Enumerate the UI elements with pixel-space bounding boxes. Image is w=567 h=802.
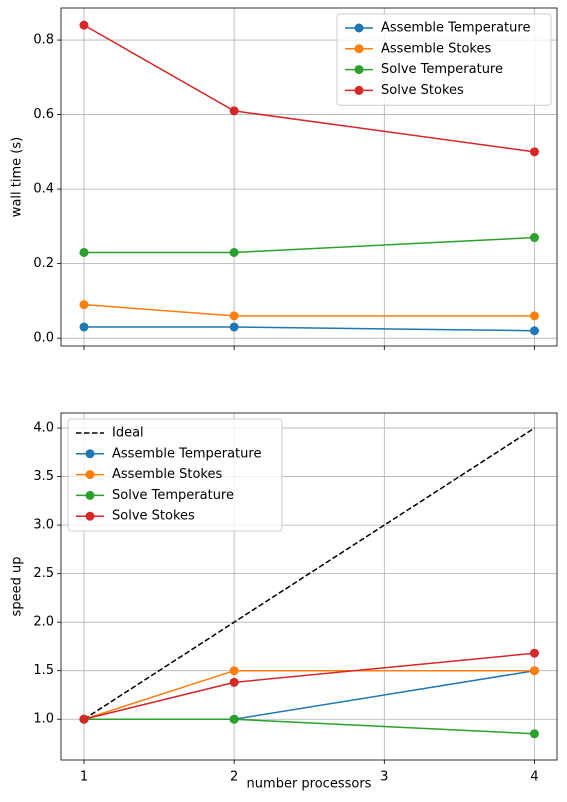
y-tick-label: 0.2 — [33, 256, 54, 271]
axes-frame — [60, 7, 558, 347]
legend-label: Assemble Temperature — [381, 21, 530, 36]
x-tick-label: 1 — [80, 770, 88, 785]
data-point — [229, 106, 239, 116]
data-point — [79, 247, 89, 257]
legend-marker — [354, 23, 364, 33]
data-point — [529, 648, 539, 658]
data-point — [529, 666, 539, 676]
x-tick-label: 4 — [530, 770, 538, 785]
legend-marker — [85, 511, 95, 521]
legend-marker — [85, 470, 95, 480]
y-tick-label: 1.0 — [33, 712, 54, 727]
legend-marker — [85, 490, 95, 500]
series-line — [83, 669, 535, 720]
data-point — [79, 20, 89, 30]
legend-marker — [354, 85, 364, 95]
legend-label: Solve Temperature — [381, 62, 503, 77]
legend-label: Ideal — [112, 426, 144, 441]
series-line — [83, 303, 535, 317]
legend-label: Solve Stokes — [381, 83, 464, 98]
data-point — [529, 311, 539, 321]
legend-label: Solve Stokes — [112, 509, 195, 524]
axes-frame — [60, 412, 558, 761]
data-point — [229, 677, 239, 687]
y-tick-label: 0.0 — [33, 331, 54, 346]
y-tick-label: 0.8 — [33, 33, 54, 48]
x-tick-label: 2 — [230, 770, 238, 785]
y-axis-label: wall time (s) — [10, 137, 25, 217]
series-line — [83, 236, 535, 254]
data-point — [229, 714, 239, 724]
legend-box — [336, 13, 552, 106]
legend-label: Assemble Temperature — [112, 446, 261, 461]
y-tick-label: 3.0 — [33, 518, 54, 533]
data-point — [529, 326, 539, 336]
legend-box — [67, 418, 283, 532]
y-tick-label: 3.5 — [33, 469, 54, 484]
data-point — [229, 322, 239, 332]
x-tick-label: 3 — [380, 770, 388, 785]
y-tick-label: 1.5 — [33, 663, 54, 678]
legend-marker — [85, 449, 95, 459]
y-tick-label: 2.0 — [33, 615, 54, 630]
data-point — [529, 729, 539, 739]
x-axis-label: number processors — [247, 777, 372, 792]
legend-label: Assemble Stokes — [381, 41, 491, 56]
data-point — [79, 322, 89, 332]
legend-marker — [354, 44, 364, 54]
y-tick-label: 0.4 — [33, 182, 54, 197]
series-line — [83, 652, 535, 720]
legend-label: Solve Temperature — [112, 488, 234, 503]
y-axis-label: speed up — [10, 557, 25, 617]
legend-marker — [354, 65, 364, 75]
y-tick-label: 2.5 — [33, 566, 54, 581]
data-point — [529, 233, 539, 243]
data-point — [229, 247, 239, 257]
data-point — [79, 714, 89, 724]
series-line — [83, 669, 535, 720]
series-line — [83, 427, 535, 720]
series-line — [83, 326, 535, 332]
chart-panel: 1.0 1.5 2.0 2.5 3.0 3.5 4.0 1 2 3 4 speed up number … — [10, 412, 558, 792]
series-line — [83, 718, 535, 735]
legend-label: Assemble Stokes — [112, 467, 222, 482]
data-point — [229, 311, 239, 321]
y-tick-label: 0.6 — [33, 107, 54, 122]
data-point — [229, 666, 239, 676]
chart-panel: 0.0 0.2 0.4 0.6 0.8 wall time (s) Assemble Tem… — [10, 7, 558, 350]
y-tick-label: 4.0 — [33, 421, 54, 436]
data-point — [79, 300, 89, 310]
data-point — [529, 147, 539, 157]
